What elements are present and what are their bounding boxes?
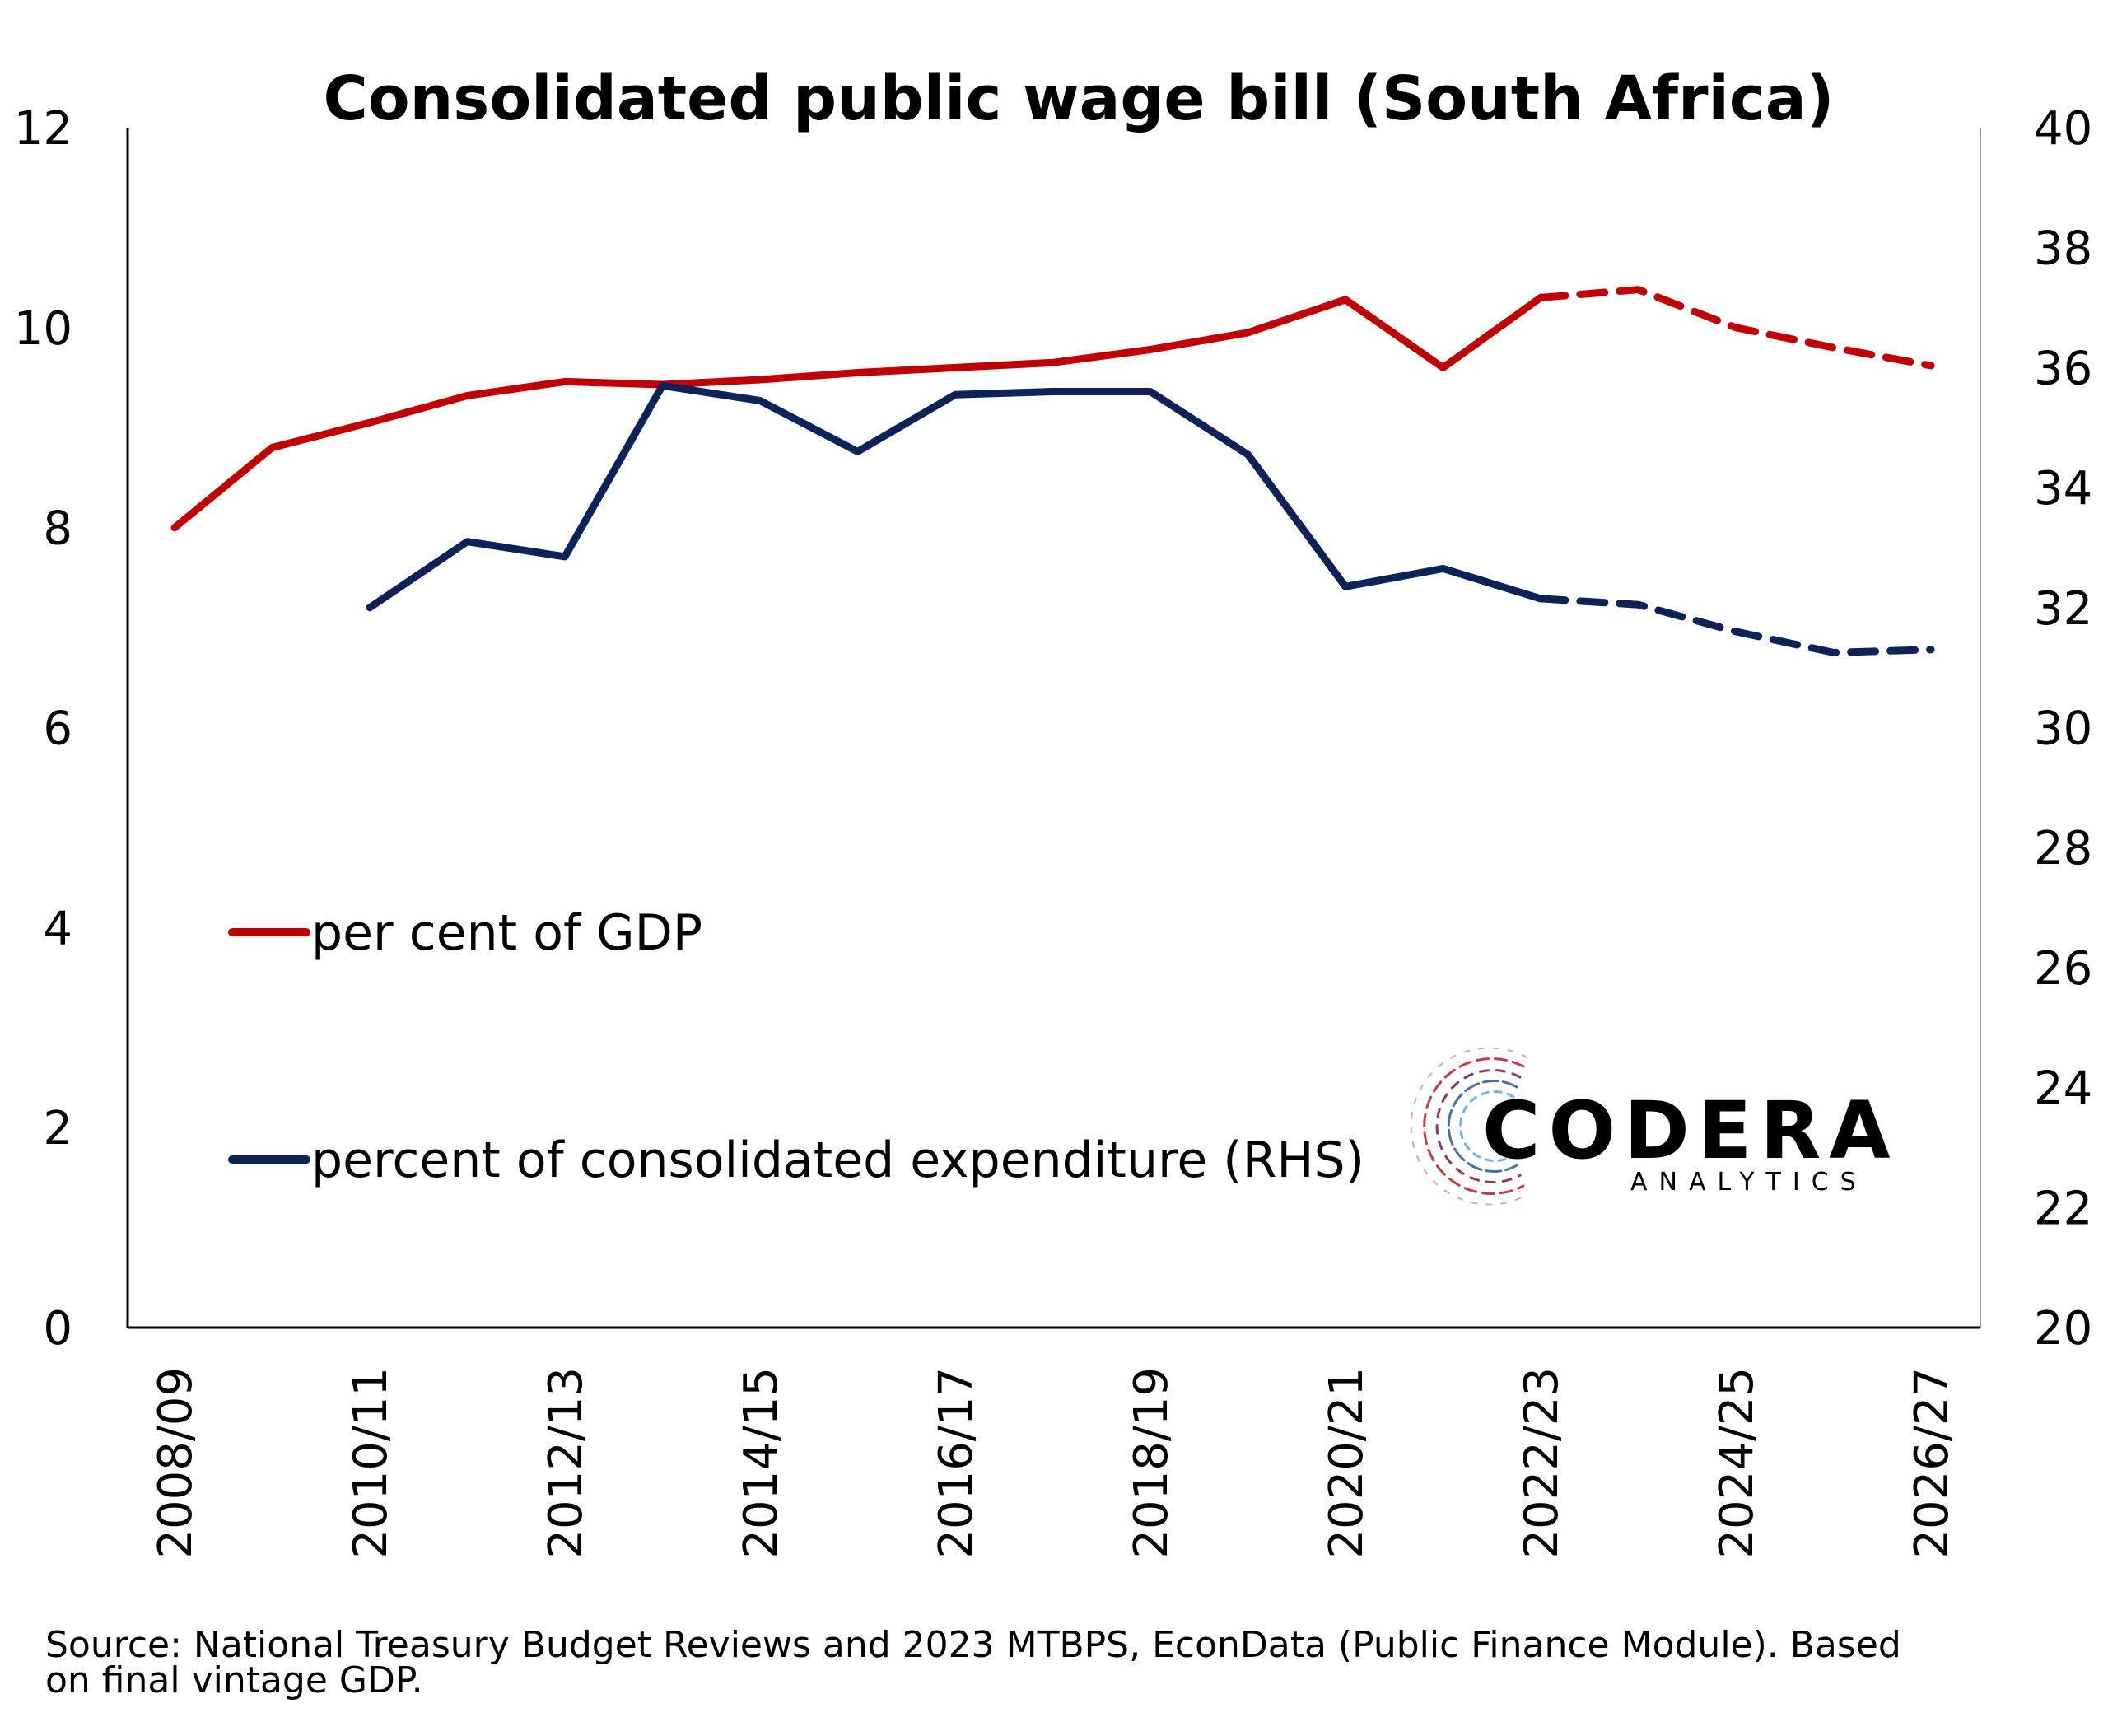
left-axis-ticks: 0 2 4 6 8 10 12 (14, 102, 72, 1356)
left-tick-label: 8 (43, 502, 72, 556)
legend: per cent of GDP percent of consolidated … (228, 904, 1364, 1189)
right-tick-label: 22 (2034, 1182, 2092, 1235)
x-tick-label: 2020/21 (1320, 1367, 1373, 1559)
x-tick-label: 2018/19 (1125, 1367, 1178, 1559)
x-tick-label: 2016/17 (930, 1367, 983, 1559)
left-tick-label: 4 (43, 902, 72, 955)
right-tick-label: 32 (2034, 582, 2092, 636)
source-note-line-1: Source: National Treasury Budget Reviews… (45, 1624, 1901, 1666)
logo-mark-icon (1410, 1047, 1527, 1206)
logo-wordmark: CODERA (1482, 1085, 1899, 1177)
x-tick-label: 2022/23 (1515, 1367, 1569, 1559)
series-line-gdp-forecast (1537, 286, 1935, 370)
right-tick-label: 40 (2034, 102, 2092, 156)
right-tick-label: 20 (2034, 1302, 2092, 1356)
x-axis-ticks: 2008/09 2010/11 2012/13 2014/15 2016/17 2018/… (149, 1367, 1959, 1559)
right-tick-label: 28 (2034, 822, 2092, 875)
x-tick-label: 2026/27 (1905, 1367, 1959, 1559)
left-tick-label: 10 (14, 302, 72, 356)
x-tick-label: 2008/09 (149, 1367, 203, 1559)
source-note-line-2: on final vintage GDP. (45, 1659, 423, 1701)
legend-label-gdp: per cent of GDP (311, 904, 702, 962)
axes (126, 128, 1981, 1329)
right-axis-ticks: 20 22 24 26 28 30 32 34 36 38 40 (2034, 102, 2092, 1356)
chart-title: Consolidated public wage bill (South Afr… (323, 63, 1834, 134)
logo-subtext: ANALYTICS (1630, 1168, 1868, 1197)
x-tick-label: 2010/11 (344, 1367, 398, 1559)
series-line-expenditure-forecast (1537, 595, 1935, 656)
x-tick-label: 2014/15 (735, 1367, 788, 1559)
x-tick-label: 2024/25 (1710, 1367, 1764, 1559)
right-tick-label: 34 (2034, 462, 2092, 516)
right-tick-label: 38 (2034, 222, 2092, 276)
left-tick-label: 0 (43, 1302, 72, 1356)
x-tick-label: 2012/13 (539, 1367, 593, 1559)
codera-logo: CODERA ANALYTICS (1410, 1047, 1899, 1206)
right-tick-label: 24 (2034, 1062, 2092, 1116)
left-tick-label: 12 (14, 102, 72, 156)
series-line-gdp (170, 293, 1545, 532)
right-tick-label: 30 (2034, 702, 2092, 756)
left-tick-label: 2 (43, 1102, 72, 1155)
left-tick-label: 6 (43, 702, 72, 756)
series-lines (170, 286, 1935, 656)
right-tick-label: 26 (2034, 942, 2092, 996)
legend-label-expenditure: percent of consolidated expenditure (RHS… (311, 1132, 1364, 1189)
right-tick-label: 36 (2034, 342, 2092, 395)
series-line-expenditure (366, 381, 1545, 612)
